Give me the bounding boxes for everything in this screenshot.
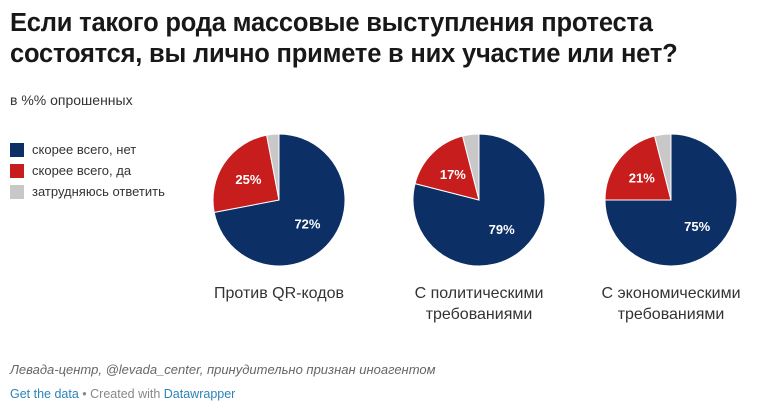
legend-label-no: скорее всего, нет [32, 142, 137, 157]
legend-item-undecided: затрудняюсь ответить [10, 181, 165, 202]
pie-chart-economic: 75% 21% С экономическими требованиями [571, 130, 767, 325]
pie-slice-undecided [266, 133, 280, 201]
chart-title: Если такого рода массовые выступления пр… [10, 9, 678, 68]
pie-chart-political: 79% 17% С политическими требованиями [379, 130, 579, 325]
slice-label-no: 75% [684, 219, 710, 234]
chart-subtitle: в %% опрошенных [10, 92, 133, 108]
pie-svg-qr: 72% 25% [212, 133, 346, 267]
pie-svg-economic: 75% 21% [604, 133, 738, 267]
legend-swatch-undecided [10, 184, 24, 199]
slice-label-no: 72% [294, 217, 320, 232]
pie-slice-yes [604, 135, 672, 201]
slice-label-yes: 21% [629, 170, 655, 185]
pie-slice-undecided [461, 133, 480, 201]
footer-separator: • Created with [78, 387, 164, 401]
pie-title-political: С политическими требованиями [414, 285, 544, 323]
slice-label-yes: 17% [440, 167, 466, 182]
pie-slice-yes [414, 135, 480, 201]
pie-chart-qr: 72% 25% Против QR-кодов [179, 130, 379, 304]
legend-swatch-no [10, 142, 24, 157]
get-data-link[interactable]: Get the data [10, 387, 79, 401]
legend-swatch-yes [10, 163, 24, 178]
legend-label-yes: скорее всего, да [32, 163, 132, 178]
pie-slice-no [604, 133, 738, 267]
pie-slice-undecided [653, 133, 672, 201]
legend-item-no: скорее всего, нет [10, 139, 165, 160]
pie-slice-yes [212, 134, 280, 213]
pie-slice-no [213, 133, 346, 267]
datawrapper-link[interactable]: Datawrapper [163, 387, 236, 401]
legend: скорее всего, нет скорее всего, да затру… [10, 139, 165, 202]
source-note: Левада-центр, @levada_center, принудител… [10, 362, 436, 377]
legend-item-yes: скорее всего, да [10, 160, 165, 181]
legend-label-undecided: затрудняюсь ответить [32, 184, 165, 199]
slice-label-yes: 25% [235, 172, 261, 187]
pie-svg-political: 79% 17% [412, 133, 546, 267]
pie-title-qr: Против QR-кодов [214, 285, 344, 302]
pie-title-economic: С экономическими требованиями [601, 285, 741, 323]
slice-label-no: 79% [489, 222, 515, 237]
footer: Get the data • Created with Datawrapper [10, 387, 235, 401]
